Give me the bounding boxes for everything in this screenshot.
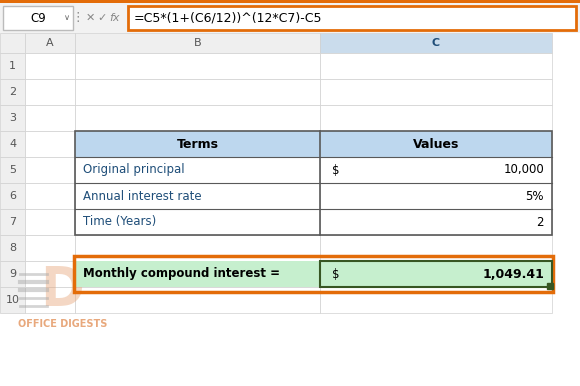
Bar <box>0 209 25 235</box>
Bar <box>320 261 552 287</box>
Text: 9: 9 <box>9 269 16 279</box>
Bar <box>0 157 25 183</box>
Bar <box>25 235 75 261</box>
Text: A: A <box>46 38 54 48</box>
Bar <box>0 105 25 131</box>
Bar <box>320 131 552 157</box>
Bar <box>320 261 552 287</box>
Text: 8: 8 <box>9 243 16 253</box>
Bar <box>320 53 552 79</box>
Bar <box>0 79 25 105</box>
Bar <box>320 183 552 209</box>
Text: ✓: ✓ <box>97 13 107 23</box>
Bar <box>25 53 75 79</box>
Bar <box>75 261 320 287</box>
Bar <box>320 287 552 313</box>
Text: 10: 10 <box>5 295 20 305</box>
Bar <box>320 209 552 235</box>
Text: $: $ <box>332 164 339 176</box>
Bar <box>128 6 576 30</box>
Bar <box>25 131 75 157</box>
Bar <box>320 235 552 261</box>
Bar <box>75 53 320 79</box>
Bar <box>0 0 580 3</box>
Text: 2: 2 <box>9 87 16 97</box>
Text: ∨: ∨ <box>64 14 70 22</box>
Text: 1: 1 <box>9 61 16 71</box>
Bar <box>75 235 320 261</box>
Text: Values: Values <box>413 137 459 151</box>
Text: ⋮: ⋮ <box>72 12 84 24</box>
Text: fx: fx <box>109 13 119 23</box>
Bar <box>0 131 25 157</box>
Text: C: C <box>432 38 440 48</box>
Bar <box>75 157 320 183</box>
Bar <box>25 209 75 235</box>
Bar <box>25 105 75 131</box>
Text: 1,049.41: 1,049.41 <box>482 267 544 281</box>
Bar <box>320 261 552 287</box>
Bar <box>25 157 75 183</box>
Bar <box>25 33 75 53</box>
Bar <box>75 131 320 157</box>
Bar <box>75 131 552 235</box>
Bar <box>0 3 580 33</box>
Bar <box>3 6 73 30</box>
Bar <box>25 287 75 313</box>
Bar <box>320 105 552 131</box>
Bar <box>25 261 75 287</box>
Text: Terms: Terms <box>176 137 219 151</box>
Bar <box>75 209 320 235</box>
Bar <box>25 79 75 105</box>
Bar <box>75 79 320 105</box>
Text: OFFICE DIGESTS: OFFICE DIGESTS <box>18 319 107 329</box>
Text: 6: 6 <box>9 191 16 201</box>
Bar <box>320 79 552 105</box>
Bar <box>74 256 553 292</box>
Text: $: $ <box>332 267 339 281</box>
Bar <box>0 261 25 287</box>
Text: 10,000: 10,000 <box>503 164 544 176</box>
Text: B: B <box>194 38 201 48</box>
Bar <box>75 33 320 53</box>
Bar <box>25 183 75 209</box>
Text: Original principal: Original principal <box>83 164 184 176</box>
Text: C9: C9 <box>30 12 46 24</box>
Text: 5: 5 <box>9 165 16 175</box>
Bar <box>0 183 25 209</box>
Text: Time (Years): Time (Years) <box>83 215 156 229</box>
Text: Monthly compound interest =: Monthly compound interest = <box>83 267 280 281</box>
Bar <box>75 287 320 313</box>
Text: 5%: 5% <box>525 190 544 203</box>
Bar <box>320 157 552 183</box>
Text: Annual interest rate: Annual interest rate <box>83 190 202 203</box>
Text: 2: 2 <box>536 215 544 229</box>
Text: ✕: ✕ <box>85 13 95 23</box>
Text: =C5*(1+(C6/12))^(12*C7)-C5: =C5*(1+(C6/12))^(12*C7)-C5 <box>134 12 322 24</box>
Bar <box>0 33 25 53</box>
Bar <box>75 183 320 209</box>
Bar <box>75 105 320 131</box>
Bar <box>75 261 320 287</box>
Bar <box>75 131 320 157</box>
Bar <box>320 131 552 157</box>
Text: 7: 7 <box>9 217 16 227</box>
Bar <box>0 287 25 313</box>
Text: D: D <box>40 264 84 316</box>
Text: 3: 3 <box>9 113 16 123</box>
Text: 4: 4 <box>9 139 16 149</box>
Bar <box>320 33 552 53</box>
Bar <box>0 235 25 261</box>
Bar <box>0 53 25 79</box>
